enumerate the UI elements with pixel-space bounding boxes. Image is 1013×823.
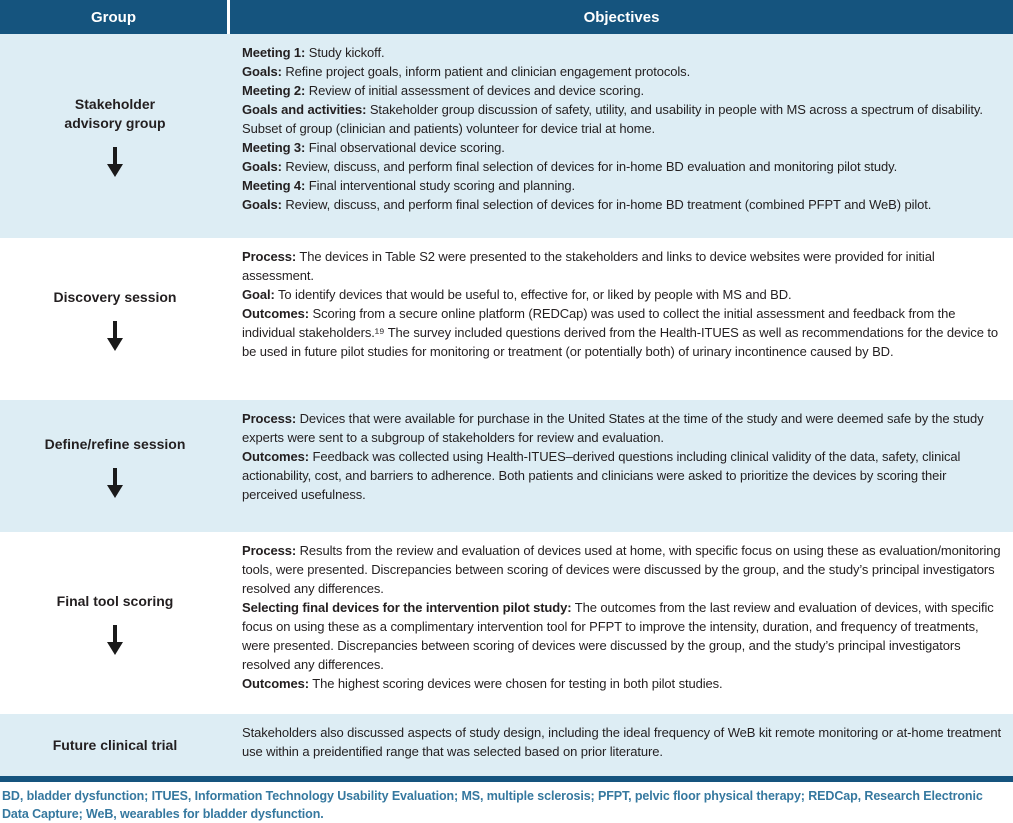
objectives-cell: Process: The devices in Table S2 were pr… <box>230 238 1013 400</box>
table-row: Future clinical trial Stakeholders also … <box>0 714 1013 776</box>
objective-item: Outcomes: Feedback was collected using H… <box>242 449 961 502</box>
group-cell: Stakeholder advisory group <box>0 34 230 238</box>
table-bottom-rule <box>0 776 1013 782</box>
objective-item: Goals: Refine project goals, inform pati… <box>242 64 691 79</box>
down-arrow-icon <box>107 320 123 351</box>
objectives-cell: Stakeholders also discussed aspects of s… <box>230 714 1013 776</box>
objective-item: Stakeholders also discussed aspects of s… <box>242 725 1002 759</box>
table-row: Stakeholder advisory group Meeting 1: St… <box>0 34 1013 238</box>
objective-item: Goals: Review, discuss, and perform fina… <box>242 159 898 174</box>
objective-item: Process: Devices that were available for… <box>242 411 984 445</box>
objective-item: Outcomes: Scoring from a secure online p… <box>242 306 998 359</box>
objective-item: Meeting 1: Study kickoff. <box>242 45 385 60</box>
down-arrow-icon <box>107 624 123 655</box>
group-cell: Future clinical trial <box>0 714 230 776</box>
objective-item: Outcomes: The highest scoring devices we… <box>242 676 723 691</box>
objectives-cell: Process: Results from the review and eva… <box>230 532 1013 714</box>
group-label: Define/refine session <box>44 435 186 452</box>
table-footnote: BD, bladder dysfunction; ITUES, Informat… <box>2 789 983 821</box>
table-row: Discovery session Process: The devices i… <box>0 238 1013 400</box>
group-cell: Discovery session <box>0 238 230 400</box>
objective-item: Selecting final devices for the interven… <box>242 600 994 672</box>
column-header-group: Group <box>0 0 230 34</box>
table-row: Final tool scoring Process: Results from… <box>0 532 1013 714</box>
group-cell: Define/refine session <box>0 400 230 532</box>
down-arrow-icon <box>107 147 123 177</box>
group-label: Final tool scoring <box>56 592 174 609</box>
objective-item: Goals and activities: Stakeholder group … <box>242 102 983 136</box>
objective-item: Goals: Review, discuss, and perform fina… <box>242 197 932 212</box>
objectives-cell: Meeting 1: Study kickoff. Goals: Refine … <box>230 34 1013 238</box>
objective-item: Process: Results from the review and eva… <box>242 543 1001 596</box>
group-label: Discovery session <box>53 288 177 305</box>
objective-item: Meeting 4: Final interventional study sc… <box>242 178 576 193</box>
column-header-objectives: Objectives <box>583 8 660 26</box>
objective-item: Meeting 2: Review of initial assessment … <box>242 83 644 98</box>
objective-item: Goal: To identify devices that would be … <box>242 287 792 302</box>
objective-item: Process: The devices in Table S2 were pr… <box>242 249 935 283</box>
table-header-row: Group Objectives <box>0 0 1013 34</box>
down-arrow-icon <box>107 467 123 498</box>
objective-item: Meeting 3: Final observational device sc… <box>242 140 505 155</box>
table-row: Define/refine session Process: Devices t… <box>0 400 1013 532</box>
group-label: Future clinical trial <box>52 736 178 753</box>
group-cell: Final tool scoring <box>0 532 230 714</box>
group-label: Stakeholder advisory group <box>64 96 166 131</box>
objectives-cell: Process: Devices that were available for… <box>230 400 1013 532</box>
